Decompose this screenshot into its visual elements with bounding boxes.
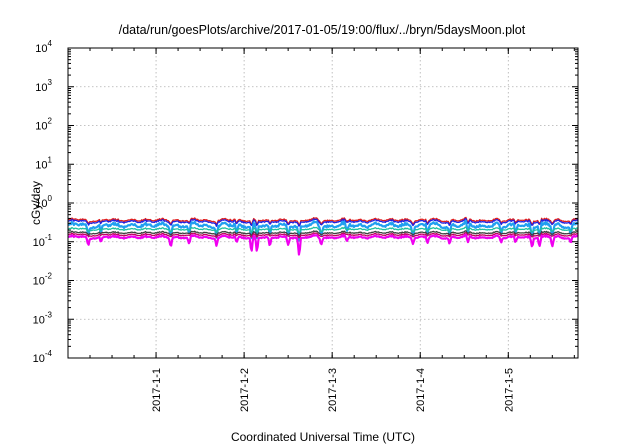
y-tick-label: 10-1 bbox=[33, 233, 53, 249]
y-tick-label: 102 bbox=[35, 117, 52, 133]
x-axis-label: Coordinated Universal Time (UTC) bbox=[231, 430, 415, 444]
series-line bbox=[67, 232, 579, 239]
series-line bbox=[67, 219, 579, 242]
x-tick-label: 2017-1-2 bbox=[239, 368, 251, 412]
x-tick-label: 2017-1-4 bbox=[415, 368, 427, 412]
x-tick-label: 2017-1-3 bbox=[327, 368, 339, 412]
y-axis: 10-4 10-3 10-2 10-1 100 101 102 103 104 bbox=[33, 39, 578, 365]
series-line bbox=[67, 226, 579, 234]
x-tick-label: 2017-1-5 bbox=[503, 368, 515, 412]
y-tick-label: 10-2 bbox=[33, 272, 53, 288]
x-axis: 2017-1-1 2017-1-2 2017-1-3 2017-1-4 2017-1-5 bbox=[67, 48, 575, 412]
series-line bbox=[67, 230, 579, 237]
y-tick-label: 101 bbox=[35, 155, 52, 171]
y-tick-label: 10-4 bbox=[33, 349, 53, 365]
y-tick-label: 10-3 bbox=[33, 310, 53, 326]
series-line bbox=[67, 233, 579, 256]
y-tick-label: 100 bbox=[35, 194, 52, 210]
grid bbox=[68, 48, 578, 358]
series-group bbox=[67, 216, 579, 256]
y-tick-label: 103 bbox=[35, 78, 52, 94]
chart-title: /data/run/goesPlots/archive/2017-01-05/1… bbox=[119, 23, 526, 37]
x-tick-label: 2017-1-1 bbox=[151, 368, 163, 412]
y-axis-label: cGy/day bbox=[29, 181, 43, 225]
series-line bbox=[67, 218, 579, 227]
y-tick-label: 104 bbox=[35, 39, 52, 55]
series-line bbox=[67, 216, 579, 226]
